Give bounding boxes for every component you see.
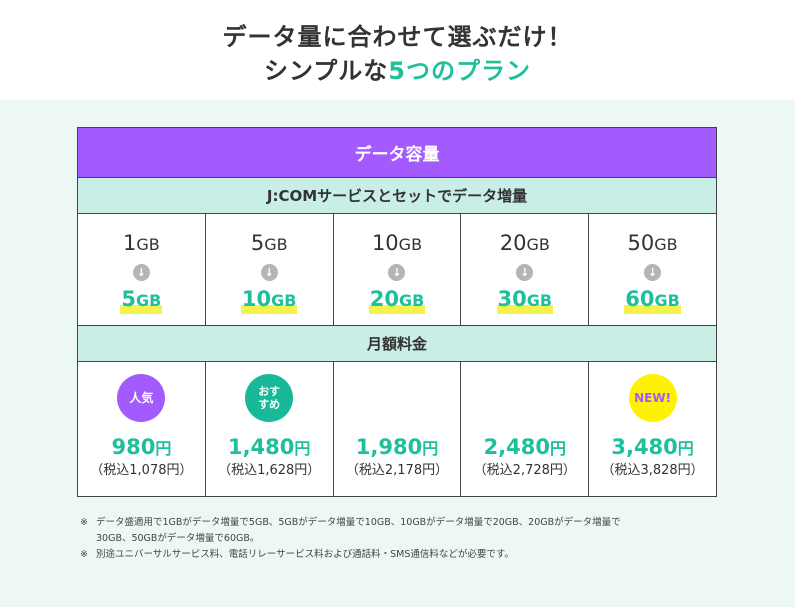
hero-title-line2: シンプルな5つのプラン bbox=[0, 54, 795, 88]
monthly-price: 1,980円 bbox=[334, 434, 461, 462]
capacity-header: データ容量 bbox=[78, 128, 716, 178]
base-capacity: 10GB bbox=[372, 230, 422, 258]
data-cell-10gb: 10GB ↓ 20GB bbox=[334, 214, 462, 325]
arrow-down-icon: ↓ bbox=[132, 264, 150, 281]
price-unit: 円 bbox=[155, 439, 172, 458]
base-capacity-value: 50 bbox=[627, 231, 655, 255]
recommended-badge-line2: すめ bbox=[258, 398, 281, 411]
base-capacity: 1GB bbox=[123, 230, 160, 258]
recommended-badge-line1: おす bbox=[258, 385, 281, 398]
note-mark: ※ bbox=[80, 517, 88, 528]
boost-capacity: 5GB bbox=[120, 286, 163, 314]
boost-capacity-value: 20 bbox=[369, 287, 399, 311]
boost-capacity: 30GB bbox=[496, 286, 554, 314]
price-unit: 円 bbox=[550, 439, 567, 458]
boost-capacity: 10GB bbox=[240, 286, 298, 314]
data-cell-50gb: 50GB ↓ 60GB bbox=[589, 214, 716, 325]
tax-included-price: （税込1,628円） bbox=[218, 463, 321, 478]
base-capacity-value: 1 bbox=[123, 231, 137, 255]
base-capacity-unit: GB bbox=[264, 235, 288, 254]
boost-capacity-unit: GB bbox=[654, 291, 680, 310]
boost-capacity-unit: GB bbox=[136, 291, 162, 310]
price-row: 人気 980円 （税込1,078円） おす すめ 1,480円 （税込1,628円… bbox=[78, 362, 716, 496]
base-capacity-value: 5 bbox=[250, 231, 265, 255]
plan-table: データ容量 J:COMサービスとセットでデータ増量 1GB ↓ 5GB 5GB … bbox=[77, 127, 717, 497]
price-unit: 円 bbox=[677, 439, 694, 458]
boost-capacity-value: 10 bbox=[241, 287, 272, 311]
hero-title-line2-accent: 5つのプラン bbox=[388, 57, 531, 85]
arrow-down-icon: ↓ bbox=[516, 264, 534, 281]
plan-section: データ容量 J:COMサービスとセットでデータ増量 1GB ↓ 5GB 5GB … bbox=[0, 100, 795, 607]
price-cell-50gb: NEW! 3,480円 （税込3,828円） bbox=[589, 362, 716, 496]
arrow-down-icon: ↓ bbox=[388, 264, 406, 281]
base-capacity-value: 10 bbox=[371, 231, 399, 255]
note-mark: ※ bbox=[80, 549, 88, 560]
hero-title-line2-pre: シンプルな bbox=[264, 57, 389, 85]
monthly-price: 2,480円 bbox=[461, 434, 588, 462]
boost-capacity-value: 5 bbox=[121, 287, 137, 311]
footnote-1-line1: データ盛適用で1GBがデータ増量で5GB、5GBがデータ増量で10GB、10GB… bbox=[96, 517, 621, 528]
boost-capacity-value: 30 bbox=[497, 287, 527, 311]
data-cell-20gb: 20GB ↓ 30GB bbox=[461, 214, 590, 325]
footnote-2: ※ 別途ユニバーサルサービス料、電話リレーサービス料および通話料・SMS通信料な… bbox=[80, 547, 720, 563]
arrow-down-icon: ↓ bbox=[644, 264, 662, 281]
base-capacity: 50GB bbox=[628, 230, 678, 258]
base-capacity-unit: GB bbox=[136, 235, 160, 254]
price-value: 1,980 bbox=[355, 435, 423, 459]
base-capacity: 20GB bbox=[500, 230, 550, 258]
hero-heading: データ量に合わせて選ぶだけ！ シンプルな5つのプラン bbox=[0, 0, 795, 100]
monthly-price: 3,480円 bbox=[589, 434, 716, 462]
tax-included-price: （税込2,728円） bbox=[473, 463, 576, 478]
tax-included-price: （税込2,178円） bbox=[345, 463, 449, 478]
boost-capacity-unit: GB bbox=[271, 291, 297, 310]
data-row: 1GB ↓ 5GB 5GB ↓ 10GB 10GB ↓ 20GB 20GB ↓ … bbox=[78, 214, 716, 326]
monthly-price: 980円 bbox=[78, 434, 205, 462]
boost-capacity: 20GB bbox=[368, 286, 426, 314]
price-value: 980 bbox=[111, 435, 156, 459]
base-capacity-value: 20 bbox=[499, 231, 527, 255]
footnotes: ※ データ盛適用で1GBがデータ増量で5GB、5GBがデータ増量で10GB、10… bbox=[80, 515, 720, 563]
boost-capacity-unit: GB bbox=[526, 291, 553, 310]
footnote-1: ※ データ盛適用で1GBがデータ増量で5GB、5GBがデータ増量で10GB、10… bbox=[80, 515, 720, 547]
price-cell-10gb: 1,980円 （税込2,178円） bbox=[334, 362, 462, 496]
popular-badge: 人気 bbox=[117, 374, 166, 422]
price-cell-1gb: 人気 980円 （税込1,078円） bbox=[78, 362, 206, 496]
boost-capacity: 60GB bbox=[624, 286, 681, 314]
price-cell-20gb: 2,480円 （税込2,728円） bbox=[461, 362, 590, 496]
price-cell-5gb: おす すめ 1,480円 （税込1,628円） bbox=[206, 362, 334, 496]
base-capacity-unit: GB bbox=[398, 235, 423, 254]
new-badge: NEW! bbox=[628, 374, 677, 422]
recommended-badge: おす すめ bbox=[245, 374, 294, 422]
footnote-1-text: データ盛適用で1GBがデータ増量で5GB、5GBがデータ増量で10GB、10GB… bbox=[96, 515, 720, 547]
tax-included-price: （税込1,078円） bbox=[90, 463, 193, 478]
price-header: 月額料金 bbox=[78, 326, 716, 362]
monthly-price: 1,480円 bbox=[206, 434, 333, 462]
base-capacity-unit: GB bbox=[654, 235, 678, 254]
price-unit: 円 bbox=[422, 439, 439, 458]
price-value: 3,480 bbox=[611, 435, 678, 459]
arrow-down-icon: ↓ bbox=[260, 264, 278, 281]
price-value: 2,480 bbox=[483, 435, 550, 459]
hero-title-line1: データ量に合わせて選ぶだけ！ bbox=[222, 23, 573, 51]
boost-capacity-unit: GB bbox=[398, 291, 425, 310]
boost-capacity-value: 60 bbox=[625, 287, 655, 311]
footnote-1-line2: 30GB、50GBがデータ増量で60GB。 bbox=[96, 533, 260, 544]
footnote-2-text: 別途ユニバーサルサービス料、電話リレーサービス料および通話料・SMS通信料などが… bbox=[96, 549, 514, 560]
tax-included-price: （税込3,828円） bbox=[601, 463, 704, 478]
price-unit: 円 bbox=[294, 439, 311, 458]
base-capacity: 5GB bbox=[251, 230, 288, 258]
jcom-header: J:COMサービスとセットでデータ増量 bbox=[78, 178, 716, 214]
price-value: 1,480 bbox=[227, 435, 295, 459]
data-cell-1gb: 1GB ↓ 5GB bbox=[78, 214, 206, 325]
base-capacity-unit: GB bbox=[526, 235, 550, 254]
data-cell-5gb: 5GB ↓ 10GB bbox=[206, 214, 334, 325]
